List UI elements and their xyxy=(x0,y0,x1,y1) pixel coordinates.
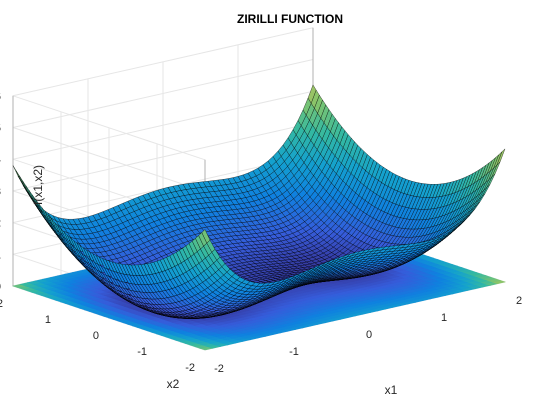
z-tick-label: 5 xyxy=(0,123,1,135)
z-axis-label: f(x1,x2) xyxy=(31,165,45,205)
chart-title: ZIRILLI FUNCTION xyxy=(237,12,343,26)
y-tick-label: -1 xyxy=(137,346,147,358)
z-tick-label: 3 xyxy=(0,186,1,198)
x-tick-label: 2 xyxy=(516,295,522,307)
y-tick-label: 2 xyxy=(0,298,3,310)
z-tick-label: 4 xyxy=(0,154,1,166)
x-tick-label: 0 xyxy=(366,329,372,341)
z-tick-label: 0 xyxy=(0,281,1,293)
x-axis-label: x1 xyxy=(385,383,398,397)
z-tick-label: 1 xyxy=(0,249,1,261)
y-axis-label: x2 xyxy=(167,377,180,391)
y-tick-label: -2 xyxy=(185,362,195,374)
z-tick-label: 2 xyxy=(0,218,1,230)
y-tick-label: 0 xyxy=(93,330,99,342)
z-tick-label: 6 xyxy=(0,91,1,103)
x-tick-label: -1 xyxy=(289,346,299,358)
x-tick-label: -2 xyxy=(214,363,224,375)
surface-mesh xyxy=(12,84,506,319)
y-tick-label: 1 xyxy=(45,314,51,326)
x-tick-label: 1 xyxy=(441,312,447,324)
tick-labels: 0 1 2 3 4 5 6 -2 -1 0 1 2 -2 -1 0 1 2 xyxy=(0,91,522,375)
